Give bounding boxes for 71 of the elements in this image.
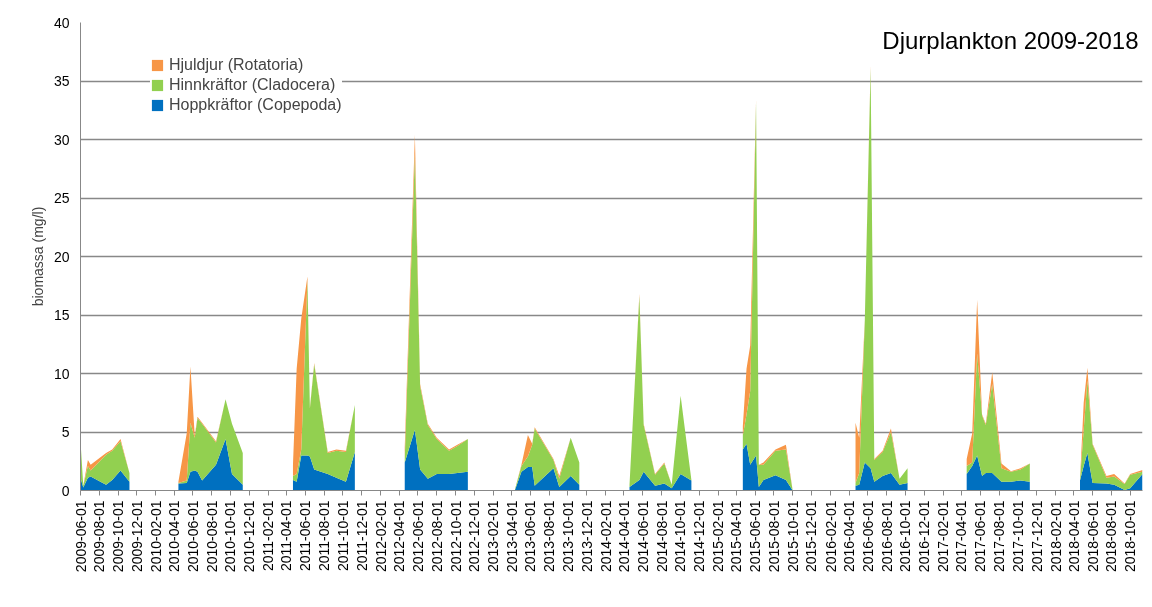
x-tick-label: 2013-06-01 — [522, 500, 539, 573]
x-tick-label: 2009-12-01 — [128, 500, 145, 573]
y-tick-label: 40 — [53, 14, 70, 31]
x-tick-label: 2011-12-01 — [353, 500, 370, 572]
x-tick-label: 2013-04-01 — [503, 500, 520, 573]
x-tick-label: 2014-02-01 — [597, 500, 614, 573]
x-tick-label: 2012-12-01 — [466, 500, 483, 573]
x-tick-label: 2017-08-01 — [991, 500, 1008, 573]
x-tick-label: 2012-06-01 — [409, 500, 426, 573]
x-tick-label: 2014-04-01 — [615, 500, 632, 573]
x-tick-label: 2016-08-01 — [878, 500, 895, 573]
x-tick-label: 2009-10-01 — [110, 500, 127, 573]
legend-label: Hjuldjur (Rotatoria) — [169, 56, 304, 74]
x-tick-label: 2017-02-01 — [935, 500, 952, 573]
legend-label: Hinnkräftor (Cladocera) — [169, 76, 336, 94]
x-tick-label: 2015-02-01 — [710, 500, 727, 573]
x-tick-label: 2011-02-01 — [260, 500, 277, 572]
y-tick-label: 0 — [61, 482, 70, 499]
x-tick-label: 2009-06-01 — [72, 500, 89, 573]
x-tick-label: 2015-08-01 — [765, 500, 782, 573]
x-tick-label: 2016-10-01 — [897, 500, 914, 573]
legend-label: Hoppkräftor (Copepoda) — [169, 96, 342, 114]
y-tick-label: 15 — [53, 307, 70, 323]
x-tick-label: 2018-04-01 — [1065, 500, 1082, 573]
chart-title: Djurplankton 2009-2018 — [882, 26, 1139, 54]
x-tick-label: 2012-04-01 — [391, 500, 408, 573]
x-tick-label: 2013-08-01 — [541, 500, 558, 573]
x-tick-label: 2013-02-01 — [485, 500, 502, 573]
x-tick-label: 2011-08-01 — [316, 500, 333, 572]
x-tick-label: 2010-08-01 — [203, 500, 220, 573]
x-tick-label: 2015-10-01 — [784, 500, 801, 573]
x-tick-label: 2018-06-01 — [1084, 500, 1101, 573]
x-tick-label: 2018-08-01 — [1103, 500, 1120, 573]
y-tick-label: 10 — [53, 365, 70, 382]
y-tick-label: 25 — [53, 190, 70, 206]
x-tick-label: 2012-02-01 — [372, 500, 389, 573]
x-tick-label: 2018-10-01 — [1122, 500, 1139, 573]
x-tick-label: 2012-10-01 — [447, 500, 464, 573]
x-tick-label: 2009-08-01 — [91, 500, 108, 573]
x-tick-label: 2015-06-01 — [747, 500, 764, 573]
x-tick-label: 2016-04-01 — [841, 500, 858, 573]
x-tick-label: 2014-06-01 — [634, 500, 651, 573]
x-tick-label: 2014-12-01 — [691, 500, 708, 573]
x-tick-label: 2010-10-01 — [222, 500, 239, 573]
y-axis-title: biomassa (mg/l) — [29, 206, 46, 307]
x-tick-label: 2016-06-01 — [859, 500, 876, 573]
y-tick-label: 35 — [53, 73, 70, 89]
x-tick-label: 2016-02-01 — [822, 500, 839, 573]
x-tick-label: 2011-06-01 — [297, 500, 314, 572]
y-tick-label: 5 — [61, 424, 70, 440]
x-tick-label: 2011-10-01 — [334, 500, 351, 572]
x-tick-label: 2012-08-01 — [428, 500, 445, 573]
x-tick-label: 2010-06-01 — [184, 500, 201, 573]
x-tick-label: 2013-10-01 — [559, 500, 576, 573]
y-tick-label: 30 — [53, 131, 70, 148]
x-tick-label: 2015-12-01 — [803, 500, 820, 573]
x-tick-label: 2010-02-01 — [147, 500, 164, 573]
x-tick-label: 2017-12-01 — [1028, 500, 1045, 573]
x-tick-label: 2013-12-01 — [578, 500, 595, 573]
x-tick-label: 2017-04-01 — [953, 500, 970, 573]
x-tick-label: 2014-10-01 — [672, 500, 689, 573]
x-tick-label: 2010-04-01 — [166, 500, 183, 573]
x-tick-label: 2015-04-01 — [728, 500, 745, 573]
x-tick-label: 2010-12-01 — [241, 500, 258, 573]
x-tick-label: 2011-04-01 — [278, 500, 295, 572]
x-tick-label: 2017-06-01 — [972, 500, 989, 573]
x-tick-label: 2017-10-01 — [1009, 500, 1026, 573]
x-tick-label: 2016-12-01 — [916, 500, 933, 573]
y-tick-label: 20 — [53, 248, 70, 265]
x-tick-label: 2018-02-01 — [1047, 500, 1064, 573]
x-tick-label: 2014-08-01 — [653, 500, 670, 573]
